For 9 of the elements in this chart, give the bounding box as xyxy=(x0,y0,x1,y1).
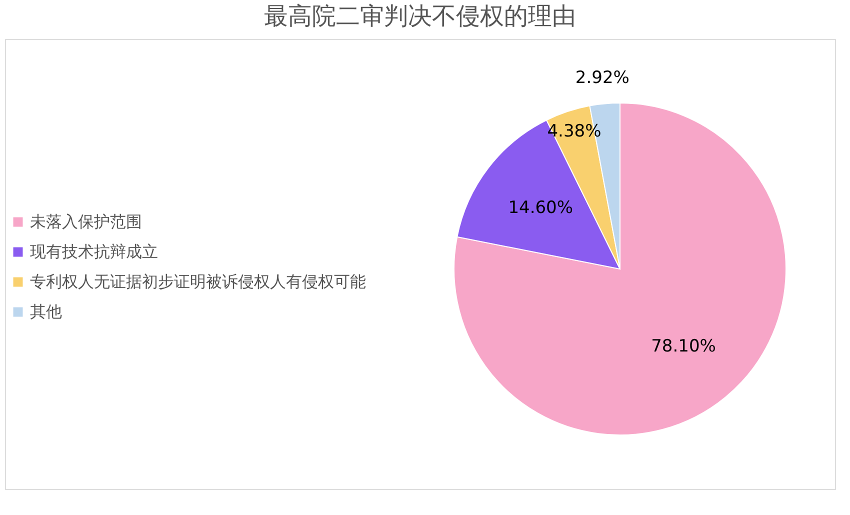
pie-slice xyxy=(454,102,786,436)
data-label: 2.92% xyxy=(575,68,630,88)
legend-label: 现有技术抗辩成立 xyxy=(30,242,158,261)
legend-label: 未落入保护范围 xyxy=(30,212,142,231)
chart-title: 最高院二审判决不侵权的理由 xyxy=(264,2,576,30)
data-label: 14.60% xyxy=(508,198,574,218)
legend-label: 专利权人无证据初步证明被诉侵权人有侵权可能 xyxy=(30,272,366,291)
data-label: 78.10% xyxy=(651,336,716,356)
legend-label: 其他 xyxy=(30,302,62,321)
